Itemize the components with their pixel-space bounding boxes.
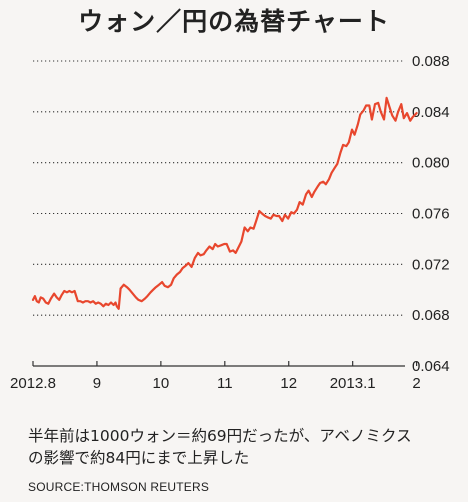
source-credit: SOURCE:THOMSON REUTERS [28, 480, 210, 494]
y-tick-label: 0.084 [412, 104, 450, 121]
exchange-rate-chart: 0.064 0.068 0.072 0.076 0.080 0.084 0.088 2012… [10, 53, 450, 392]
caption-line-2: の影響で約84円にまで上昇した [28, 449, 250, 467]
y-axis-ticks: 0.064 0.068 0.072 0.076 0.080 0.084 0.088 [412, 53, 450, 375]
y-tick-label: 0.064 [412, 358, 450, 375]
y-tick-label: 0.076 [412, 206, 450, 223]
series-group [31, 96, 418, 310]
y-tick-label: 0.072 [412, 256, 450, 273]
y-tick-label: 0.088 [412, 53, 450, 70]
x-tick-label: 2 [412, 375, 420, 392]
x-tick-label: 10 [153, 375, 170, 392]
chart-title: ウォン／円の為替チャート [78, 7, 390, 36]
y-tick-label: 0.068 [412, 307, 450, 324]
series-line [31, 96, 418, 310]
y-tick-label: 0.080 [412, 155, 450, 172]
x-tick-label: 12 [280, 375, 297, 392]
grid-lines [33, 60, 405, 316]
x-tick-label: 2012.8 [10, 375, 56, 392]
caption-line-1: 半年前は1000ウォン＝約69円だったが、アベノミクス [28, 427, 412, 445]
x-axis: 2012.8 9 10 11 12 2013.1 2 [10, 361, 421, 392]
x-tick-label: 11 [217, 375, 233, 392]
x-tick-label: 9 [93, 375, 101, 392]
x-tick-label: 2013.1 [330, 375, 376, 392]
